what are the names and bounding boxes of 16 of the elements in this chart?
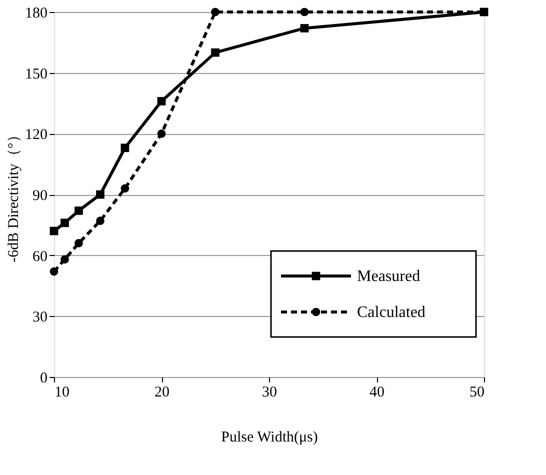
y-axis-title: -6dB Directivity（°） (6, 128, 22, 262)
y-tick-label: 120 (25, 127, 48, 144)
legend-label: Measured (357, 268, 420, 285)
y-tick-label: 150 (25, 66, 48, 82)
y-tick-label: 0 (40, 370, 48, 386)
x-tick-label: 20 (154, 384, 170, 400)
y-tick-label: 90 (32, 188, 48, 204)
y-tick-label: 180 (25, 6, 48, 22)
x-tick-label: 10 (54, 384, 70, 400)
legend-label: Calculated (357, 304, 426, 321)
x-axis-title: Pulse Width(μs) (221, 430, 318, 446)
x-tick-label: 50 (470, 384, 484, 400)
y-tick-label: 30 (32, 310, 48, 326)
x-tick-label: 30 (262, 384, 277, 400)
y-tick-label: 60 (32, 248, 48, 265)
x-tick-label: 40 (370, 384, 384, 400)
